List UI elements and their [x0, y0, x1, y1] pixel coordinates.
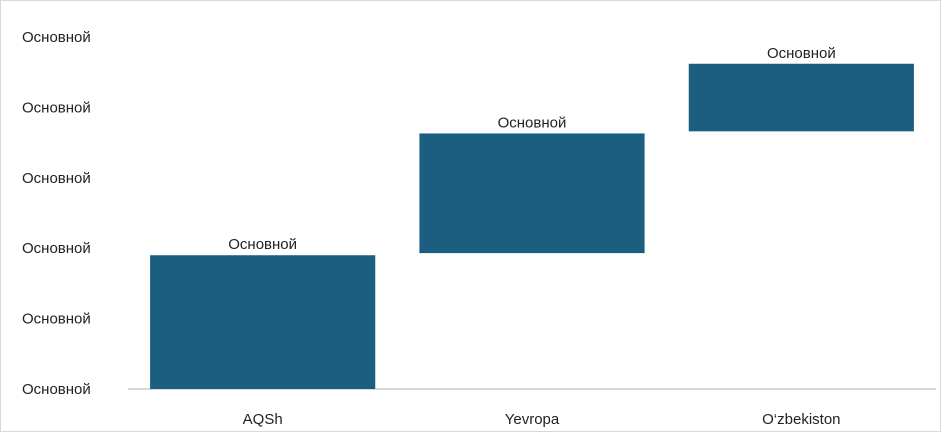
y-tick-label: Основной: [22, 170, 91, 187]
bar: [419, 133, 645, 254]
bar: [150, 255, 376, 389]
y-tick-label: Основной: [22, 381, 91, 398]
y-tick-label: Основной: [22, 311, 91, 328]
bars-group: [150, 63, 914, 389]
y-tick-label: Основной: [22, 99, 91, 116]
data-labels-group: Основной Основной Основной: [228, 45, 835, 253]
data-label: Основной: [498, 114, 567, 131]
y-axis-ticks: Основной Основной Основной Основной Основной…: [22, 29, 91, 398]
bar: [688, 63, 914, 132]
y-tick-label: Основной: [22, 240, 91, 257]
x-tick-label: Yevropa: [505, 411, 560, 428]
x-tick-label: O‘zbekiston: [762, 411, 840, 428]
y-tick-label: Основной: [22, 29, 91, 46]
data-label: Основной: [228, 236, 297, 253]
x-tick-label: AQSh: [243, 411, 283, 428]
x-axis-ticks: AQSh Yevropa O‘zbekiston: [243, 411, 841, 428]
data-label: Основной: [767, 45, 836, 62]
